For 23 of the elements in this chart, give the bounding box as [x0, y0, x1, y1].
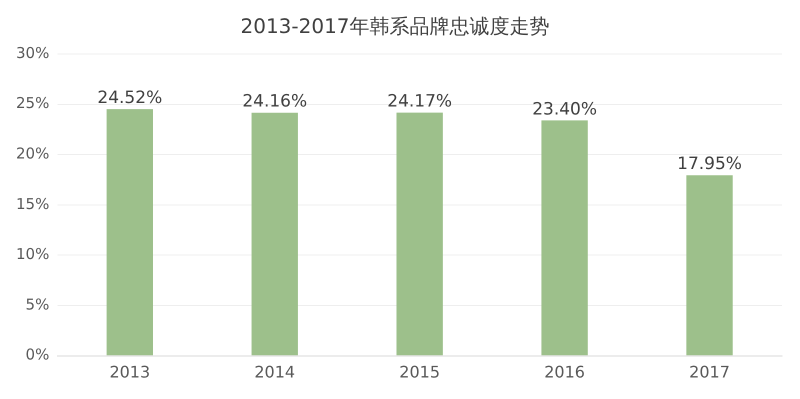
chart-title: 2013-2017年韩系品牌忠诚度走势: [240, 14, 550, 38]
x-tick-label: 2014: [254, 362, 296, 382]
data-label: 24.17%: [387, 92, 452, 112]
x-tick-label: 2013: [109, 362, 150, 382]
x-tick-label: 2015: [399, 362, 440, 382]
y-tick-label: 5%: [26, 295, 50, 314]
bar: [686, 175, 733, 356]
y-tick-label: 15%: [16, 194, 50, 213]
bar: [252, 112, 298, 356]
x-tick-label: 2016: [544, 362, 585, 382]
y-tick-label: 25%: [16, 94, 50, 112]
data-label: 23.40%: [532, 99, 598, 120]
bar: [106, 109, 153, 356]
y-tick-label: 30%: [16, 44, 50, 62]
data-label: 24.16%: [242, 92, 308, 112]
x-tick-label: 2017: [689, 362, 730, 382]
bar: [396, 112, 443, 356]
data-label: 24.52%: [97, 88, 162, 108]
data-label: 17.95%: [677, 154, 742, 174]
y-tick-label: 20%: [16, 144, 50, 162]
bar: [541, 120, 588, 356]
y-tick-label: 0%: [26, 346, 50, 364]
y-tick-label: 10%: [16, 245, 50, 264]
